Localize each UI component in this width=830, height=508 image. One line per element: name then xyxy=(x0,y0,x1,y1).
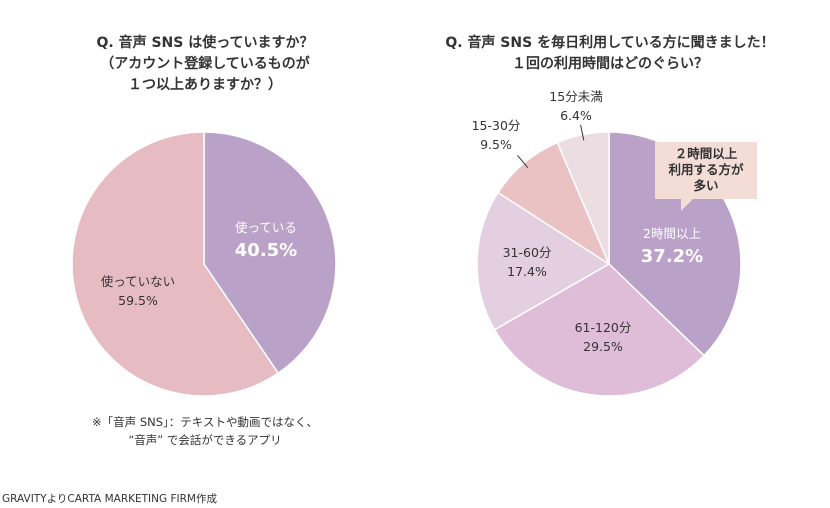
chart2-title-line2: １回の利用時間はどのぐらい？ xyxy=(512,56,708,72)
footnote: ※「音声 SNS」：テキストや動画ではなく、 “音声” で会話ができるアプリ xyxy=(60,413,350,449)
pie2-value-2: 17.4% xyxy=(507,264,547,279)
pie1-label-1: 使っていない xyxy=(101,274,175,289)
pie1-slice-1 xyxy=(71,131,280,397)
chart2-title-line1: Q. 音声 SNS を毎日利用している方に聞きました！ xyxy=(445,35,775,51)
pie1-label-0: 使っている xyxy=(235,220,297,235)
pie2-label-1: 61-120分 xyxy=(575,320,632,335)
pie2-label-0: 2時間以上 xyxy=(643,226,701,241)
pie2-leader-3 xyxy=(517,155,529,169)
source-credit: GRAVITYよりCARTA MARKETING FIRM作成 xyxy=(2,493,217,505)
chart1-title-line3: １つ以上ありますか？） xyxy=(128,77,282,93)
chart1-title-line1: Q. 音声 SNS は使っていますか？ xyxy=(96,35,314,51)
chart1-title-line2: （アカウント登録しているものが xyxy=(100,56,310,72)
pie-chart-usage: 使っている 40.5% 使っていない 59.5% xyxy=(71,131,337,397)
pie2-label-2: 31-60分 xyxy=(503,245,552,260)
pie2-label-4: 15分未満 xyxy=(549,89,602,104)
callout-line1: ２時間以上 xyxy=(674,146,738,161)
chart2-title: Q. 音声 SNS を毎日利用している方に聞きました！ １回の利用時間はどのぐら… xyxy=(400,33,820,75)
pie1-value-1: 59.5% xyxy=(118,293,158,308)
pie2-value-1: 29.5% xyxy=(583,339,623,354)
pie2-value-3: 9.5% xyxy=(480,137,512,152)
callout-box: ２時間以上 利用する方が 多い xyxy=(655,142,757,211)
callout-line2: 利用する方が xyxy=(668,162,744,177)
footnote-line1: ※「音声 SNS」：テキストや動画ではなく、 xyxy=(92,415,318,429)
callout-line3: 多い xyxy=(693,178,719,193)
pie2-slice-1 xyxy=(493,263,706,397)
pie2-value-4: 6.4% xyxy=(560,108,592,123)
pie2-label-3: 15-30分 xyxy=(472,118,521,133)
pie1-slice-0 xyxy=(203,131,337,375)
pie-chart-duration: 2時間以上 37.2% 61-120分 29.5% 31-60分 17.4% 15-30分 9… xyxy=(472,89,742,397)
chart1-title: Q. 音声 SNS は使っていますか？ （アカウント登録しているものが １つ以上… xyxy=(60,33,350,96)
pie2-value-0: 37.2% xyxy=(641,246,703,267)
pie2-slice-2 xyxy=(476,191,611,331)
pie1-value-0: 40.5% xyxy=(235,240,297,261)
footnote-line2: “音声” で会話ができるアプリ xyxy=(128,433,282,447)
pie2-leader-4 xyxy=(580,124,585,141)
